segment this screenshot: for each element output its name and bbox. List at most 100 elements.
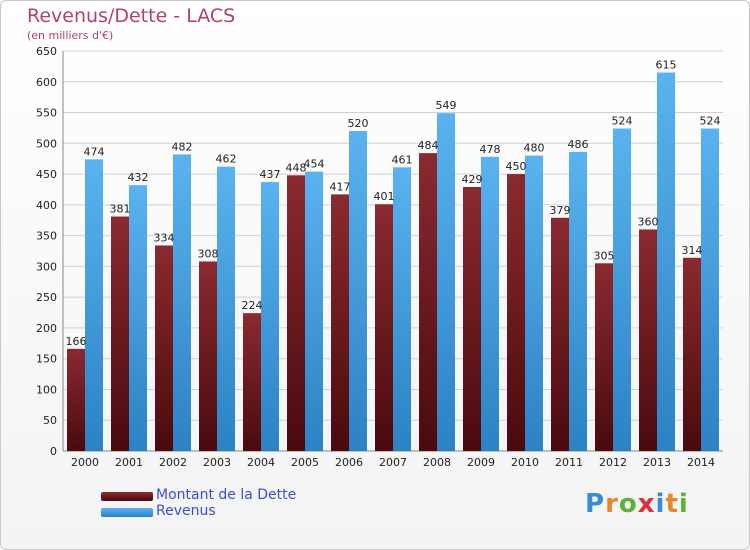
legend-swatch-dette <box>101 492 153 501</box>
data-label-revenus: 549 <box>436 99 457 112</box>
bar-dette <box>111 216 129 451</box>
bar-revenus <box>217 166 235 451</box>
legend-label-dette: Montant de la Dette <box>156 487 297 503</box>
y-tick-label: 400 <box>36 199 57 212</box>
data-label-dette: 417 <box>330 180 351 193</box>
bar-revenus <box>569 151 587 451</box>
chart-title: Revenus/Dette - LACS <box>27 5 236 27</box>
legend-swatch-revenus <box>101 508 153 517</box>
data-label-dette: 379 <box>550 204 571 217</box>
x-tick-label: 2001 <box>115 456 143 469</box>
x-tick-label: 2006 <box>335 456 363 469</box>
bar-revenus <box>613 128 631 451</box>
bar-revenus <box>129 185 147 451</box>
x-tick-label: 2010 <box>511 456 539 469</box>
bar-revenus <box>657 72 675 452</box>
logo-letter: r <box>605 489 619 519</box>
logo-letter: i <box>655 489 666 519</box>
x-tick-label: 2002 <box>159 456 187 469</box>
y-tick-label: 550 <box>36 107 57 120</box>
x-tick-label: 2013 <box>643 456 671 469</box>
bar-dette <box>463 187 481 451</box>
data-label-dette: 401 <box>374 190 395 203</box>
data-label-dette: 429 <box>462 173 483 186</box>
bar-dette <box>331 194 349 451</box>
bar-dette <box>639 229 657 451</box>
bar-revenus <box>393 167 411 452</box>
data-label-revenus: 437 <box>260 168 281 181</box>
y-tick-label: 300 <box>36 260 57 273</box>
bars <box>67 72 719 452</box>
logo-letter: t <box>665 489 679 519</box>
data-label-revenus: 432 <box>128 171 149 184</box>
bar-dette <box>551 217 569 451</box>
data-label-dette: 448 <box>286 161 307 174</box>
data-label-revenus: 482 <box>172 140 193 153</box>
bar-revenus <box>701 128 719 451</box>
y-tick-label: 650 <box>36 45 57 58</box>
legend-label-revenus: Revenus <box>156 503 216 519</box>
y-axis-tick-labels: 0 50 100 150 200 250 300 350 400 450 500 550 600 650 <box>36 45 57 458</box>
bar-dette <box>243 313 261 451</box>
data-label-revenus: 462 <box>216 153 237 166</box>
data-label-dette: 334 <box>154 231 175 244</box>
data-label-dette: 484 <box>418 139 439 152</box>
x-tick-label: 2012 <box>599 456 627 469</box>
data-label-dette: 450 <box>506 160 527 173</box>
bar-revenus <box>481 156 499 451</box>
data-label-dette: 381 <box>110 203 131 216</box>
data-label-revenus: 461 <box>392 153 413 166</box>
bar-dette <box>67 348 85 451</box>
x-tick-label: 2005 <box>291 456 319 469</box>
bar-dette <box>155 245 173 451</box>
data-label-revenus: 524 <box>700 115 721 128</box>
x-tick-label: 2007 <box>379 456 407 469</box>
bar-dette <box>287 175 305 452</box>
data-label-revenus: 520 <box>348 117 369 130</box>
data-label-revenus: 474 <box>84 145 105 158</box>
bar-revenus <box>437 113 455 452</box>
x-axis-tick-labels: 2000 2001 2002 2003 2004 2005 2006 2007 2008 2009… <box>71 456 715 469</box>
x-tick-label: 2003 <box>203 456 231 469</box>
y-tick-label: 450 <box>36 168 57 181</box>
data-label-dette: 305 <box>594 249 615 262</box>
data-label-revenus: 524 <box>612 115 633 128</box>
y-tick-label: 50 <box>43 414 57 427</box>
y-tick-label: 500 <box>36 137 57 150</box>
y-tick-label: 0 <box>50 445 57 458</box>
x-tick-label: 2009 <box>467 456 495 469</box>
logo-letter: i <box>678 489 689 519</box>
logo-letter: x <box>637 489 656 519</box>
bar-revenus <box>525 155 543 451</box>
logo-letter: o <box>618 489 638 519</box>
data-label-dette: 308 <box>198 247 219 260</box>
x-tick-label: 2004 <box>247 456 275 469</box>
proxiti-logo: Proxiti <box>585 489 689 519</box>
y-tick-label: 350 <box>36 230 57 243</box>
bar-dette <box>507 174 525 452</box>
bar-dette <box>595 263 613 451</box>
y-tick-label: 100 <box>36 383 57 396</box>
x-tick-label: 2008 <box>423 456 451 469</box>
bar-dette <box>419 153 437 451</box>
data-label-dette: 360 <box>638 215 659 228</box>
x-tick-label: 2011 <box>555 456 583 469</box>
bar-dette <box>683 257 701 451</box>
logo-letter: P <box>585 489 606 519</box>
bar-revenus <box>85 159 103 452</box>
y-tick-label: 150 <box>36 353 57 366</box>
data-label-revenus: 486 <box>568 138 589 151</box>
data-label-revenus: 615 <box>656 59 677 72</box>
x-tick-label: 2014 <box>687 456 715 469</box>
data-label-revenus: 478 <box>480 143 501 156</box>
bar-revenus <box>261 182 279 452</box>
y-tick-label: 200 <box>36 322 57 335</box>
bar-dette <box>199 261 217 451</box>
data-label-dette: 224 <box>242 299 263 312</box>
y-tick-label: 250 <box>36 291 57 304</box>
bar-revenus <box>173 154 191 451</box>
chart-subtitle: (en milliers d'€) <box>27 29 114 42</box>
